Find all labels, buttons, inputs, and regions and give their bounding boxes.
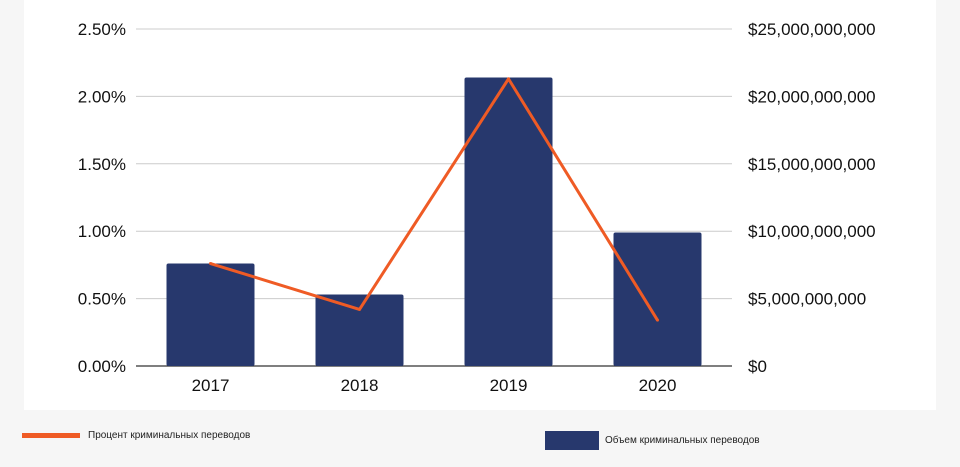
left-tick-label: 2.00%	[78, 87, 126, 106]
x-tick-label: 2019	[490, 376, 528, 395]
right-tick-label: $0	[748, 357, 767, 376]
legend-line-swatch	[22, 433, 80, 438]
legend-line-label: Процент криминальных переводов	[88, 430, 251, 441]
line-point-2018	[358, 307, 361, 311]
right-tick-label: $20,000,000,000	[748, 87, 876, 106]
line-series	[209, 77, 659, 322]
bar-2018	[315, 294, 404, 366]
bar-2020	[613, 232, 702, 366]
x-axis: 2017 2018 2019 2020	[192, 376, 677, 395]
right-tick-label: $25,000,000,000	[748, 20, 876, 39]
bar-series	[166, 77, 702, 366]
legend-bar-item: Объем криминальных переводов	[545, 431, 760, 450]
left-tick-label: 0.00%	[78, 357, 126, 376]
legend-bar-label: Объем криминальных переводов	[605, 435, 760, 446]
left-tick-label: 2.50%	[78, 20, 126, 39]
x-tick-label: 2018	[341, 376, 379, 395]
legend-line-item: Процент криминальных переводов	[22, 430, 250, 441]
right-tick-label: $10,000,000,000	[748, 222, 876, 241]
line-point-2017	[209, 262, 212, 266]
bar-2019	[464, 77, 553, 366]
x-tick-label: 2017	[192, 376, 230, 395]
percentage-line	[210, 77, 659, 321]
left-tick-label: 1.00%	[78, 222, 126, 241]
combo-chart: 0.00% 0.50% 1.00% 1.50% 2.00% 2.50% $0 $5,000,…	[78, 20, 876, 395]
line-point-2020	[656, 318, 659, 322]
right-axis: $0 $5,000,000,000 $10,000,000,000 $15,000,0…	[748, 20, 876, 376]
left-axis: 0.00% 0.50% 1.00% 1.50% 2.00% 2.50%	[78, 20, 126, 376]
left-tick-label: 0.50%	[78, 290, 126, 309]
x-tick-label: 2020	[639, 376, 677, 395]
right-tick-label: $5,000,000,000	[748, 290, 866, 309]
chart-card: 0.00% 0.50% 1.00% 1.50% 2.00% 2.50% $0 $5,000,…	[24, 0, 936, 410]
left-tick-label: 1.50%	[78, 155, 126, 174]
legend-bar-swatch	[545, 431, 599, 450]
line-point-2019	[507, 77, 510, 81]
right-tick-label: $15,000,000,000	[748, 155, 876, 174]
bar-2017	[166, 263, 255, 366]
